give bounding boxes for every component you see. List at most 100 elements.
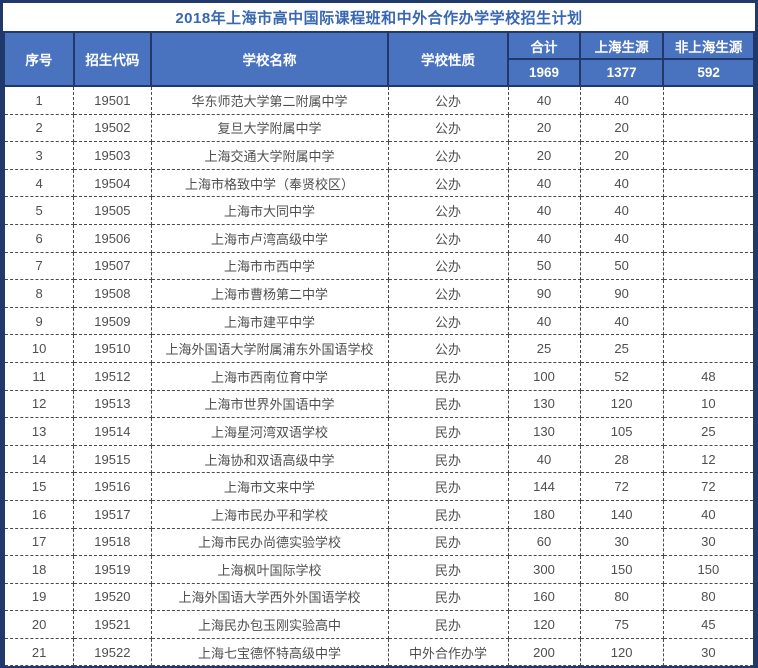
cell-seq: 6 [3,223,75,253]
cell-code: 19501 [73,84,152,115]
table-row: 20 19521 上海民办包玉刚实验高中 民办 120 75 45 [3,610,755,639]
cell-school-name: 上海枫叶国际学校 [150,555,389,584]
cell-shanghai-source: 40 [579,306,664,336]
cell-code: 19506 [73,223,152,253]
cell-school-name: 上海外国语大学附属浦东外国语学校 [150,334,389,363]
cell-shanghai-source: 20 [579,113,664,143]
cell-code: 19518 [73,527,152,557]
cell-non-shanghai-source: 25 [662,417,755,446]
cell-total: 180 [507,499,581,529]
cell-school-name: 复旦大学附属中学 [150,113,389,143]
cell-school-type: 公办 [387,168,509,198]
cell-shanghai-source: 30 [579,527,664,557]
cell-code: 19514 [73,417,152,446]
cell-shanghai-source: 120 [579,389,664,419]
cell-shanghai-source: 80 [579,582,664,612]
cell-school-type: 公办 [387,84,509,115]
cell-shanghai-source: 72 [579,472,664,501]
table-row: 15 19516 上海市文来中学 民办 144 72 72 [3,472,755,501]
cell-code: 19517 [73,499,152,529]
table-row: 4 19504 上海市格致中学（奉贤校区） 公办 40 40 [3,168,755,198]
cell-school-name: 上海市民办平和学校 [150,499,389,529]
cell-total: 300 [507,555,581,584]
cell-seq: 10 [3,334,75,363]
cell-non-shanghai-source: 72 [662,472,755,501]
cell-school-name: 上海交通大学附属中学 [150,141,389,170]
cell-shanghai-source: 75 [579,610,664,639]
table-row: 19 19520 上海外国语大学西外外国语学校 民办 160 80 80 [3,582,755,612]
cell-school-type: 公办 [387,196,509,225]
cell-school-name: 上海外国语大学西外外国语学校 [150,582,389,612]
table-row: 21 19522 上海七宝德怀特高级中学 中外合作办学 200 120 30 [3,637,755,666]
table-row: 9 19509 上海市建平中学 公办 40 40 [3,306,755,336]
cell-code: 19513 [73,389,152,419]
cell-school-type: 中外合作办学 [387,637,509,666]
cell-school-type: 公办 [387,113,509,143]
cell-seq: 8 [3,279,75,308]
cell-non-shanghai-source: 12 [662,444,755,474]
cell-code: 19512 [73,361,152,391]
column-header-seq: 序号 [3,31,75,87]
column-header-total: 合计 [507,31,581,60]
cell-school-name: 上海民办包玉刚实验高中 [150,610,389,639]
table-row: 2 19502 复旦大学附属中学 公办 20 20 [3,113,755,143]
cell-total: 130 [507,417,581,446]
cell-school-type: 民办 [387,472,509,501]
cell-school-type: 公办 [387,334,509,363]
cell-seq: 19 [3,582,75,612]
cell-school-type: 民办 [387,555,509,584]
cell-school-name: 上海市市西中学 [150,251,389,281]
cell-school-name: 上海市曹杨第二中学 [150,279,389,308]
column-header-school-name: 学校名称 [150,31,389,87]
cell-seq: 12 [3,389,75,419]
cell-total: 120 [507,610,581,639]
cell-total: 200 [507,637,581,666]
cell-seq: 13 [3,417,75,446]
cell-seq: 5 [3,196,75,225]
cell-shanghai-source: 40 [579,196,664,225]
cell-code: 19515 [73,444,152,474]
cell-non-shanghai-source [662,196,755,225]
table-row: 16 19517 上海市民办平和学校 民办 180 140 40 [3,499,755,529]
cell-school-name: 上海市卢湾高级中学 [150,223,389,253]
cell-shanghai-source: 52 [579,361,664,391]
cell-school-name: 上海协和双语高级中学 [150,444,389,474]
cell-shanghai-source: 150 [579,555,664,584]
cell-shanghai-source: 20 [579,141,664,170]
cell-seq: 18 [3,555,75,584]
cell-school-type: 民办 [387,582,509,612]
table-row: 3 19503 上海交通大学附属中学 公办 20 20 [3,141,755,170]
cell-total: 40 [507,306,581,336]
cell-seq: 20 [3,610,75,639]
page-title: 2018年上海市高中国际课程班和中外合作办学学校招生计划 [3,3,755,31]
cell-non-shanghai-source: 10 [662,389,755,419]
cell-total: 144 [507,472,581,501]
table-row: 7 19507 上海市市西中学 公办 50 50 [3,251,755,281]
cell-total: 60 [507,527,581,557]
cell-total: 40 [507,168,581,198]
table-row: 6 19506 上海市卢湾高级中学 公办 40 40 [3,223,755,253]
cell-seq: 14 [3,444,75,474]
cell-total: 25 [507,334,581,363]
cell-code: 19521 [73,610,152,639]
cell-shanghai-source: 50 [579,251,664,281]
cell-total: 130 [507,389,581,419]
cell-school-type: 民办 [387,499,509,529]
cell-code: 19510 [73,334,152,363]
cell-non-shanghai-source [662,84,755,115]
column-header-code: 招生代码 [72,31,153,87]
cell-school-type: 公办 [387,306,509,336]
shanghai-source-sum-value: 1377 [578,58,665,87]
cell-shanghai-source: 90 [579,279,664,308]
cell-code: 19519 [73,555,152,584]
cell-non-shanghai-source: 30 [662,527,755,557]
cell-total: 100 [507,361,581,391]
cell-total: 40 [507,444,581,474]
cell-shanghai-source: 28 [579,444,664,474]
cell-school-name: 上海市格致中学（奉贤校区） [150,168,389,198]
cell-seq: 3 [3,141,75,170]
cell-code: 19504 [73,168,152,198]
cell-seq: 21 [3,637,75,666]
table-row: 18 19519 上海枫叶国际学校 民办 300 150 150 [3,555,755,584]
